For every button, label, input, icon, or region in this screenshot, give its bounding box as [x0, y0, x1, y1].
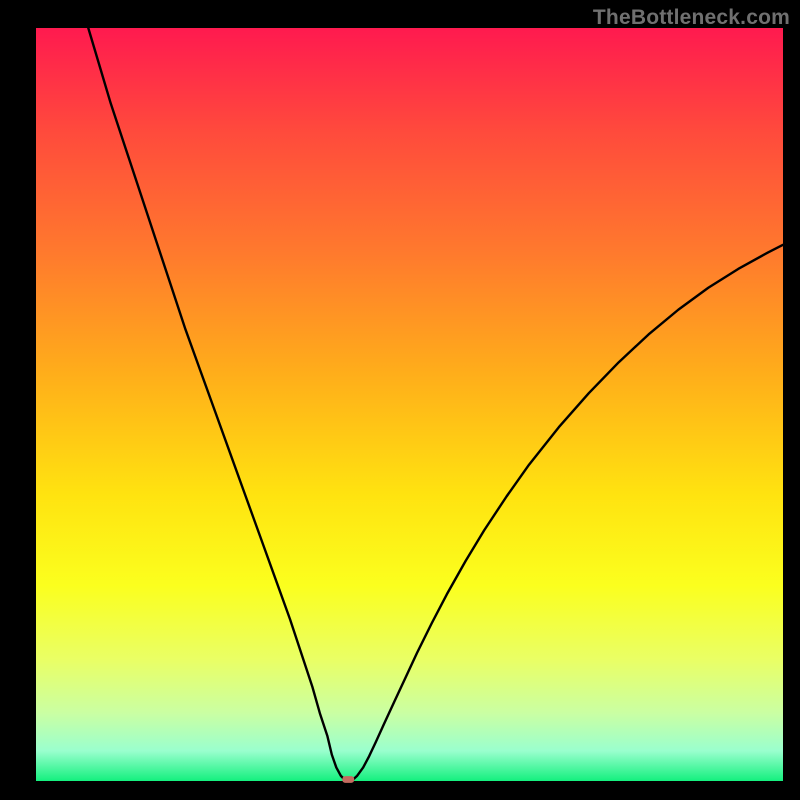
watermark-text: TheBottleneck.com	[593, 6, 790, 30]
chart-frame: TheBottleneck.com	[0, 0, 800, 800]
bottleneck-chart	[0, 0, 800, 800]
minimum-marker	[342, 776, 354, 783]
